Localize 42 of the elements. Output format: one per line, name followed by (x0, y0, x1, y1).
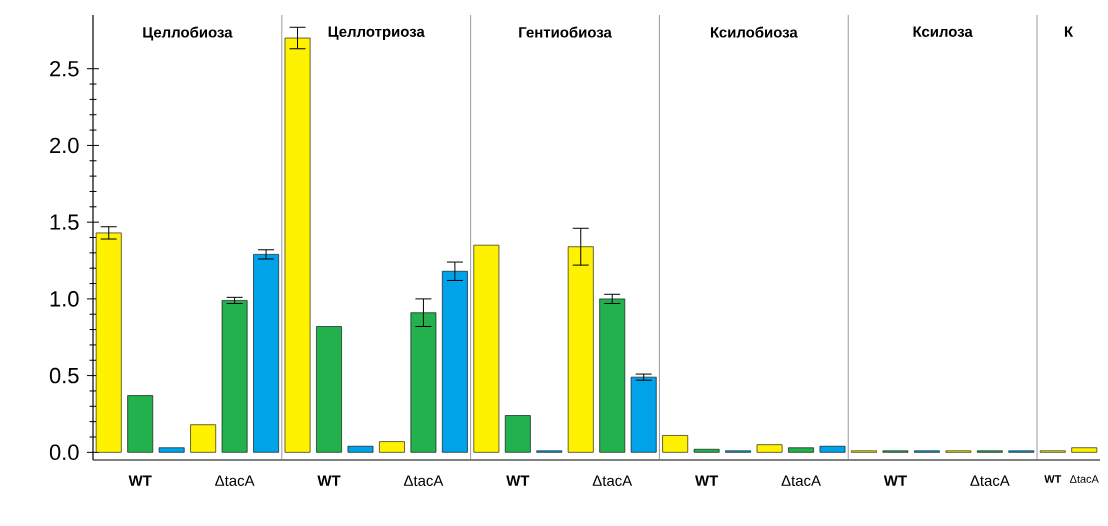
annotation: Гентиобиоза (519, 26, 612, 38)
bar (347, 445, 374, 453)
bar (788, 447, 814, 453)
x-tick-label: ΔtacA (970, 475, 1010, 486)
bar (158, 447, 185, 453)
annotation: К (1064, 26, 1074, 37)
annotation: Целлобиоза (143, 26, 233, 41)
x-tick-label: WT (128, 475, 152, 486)
bar (221, 300, 248, 453)
bar (819, 445, 846, 453)
bar (662, 435, 689, 453)
y-tick-label: 0.5 (49, 367, 79, 384)
bar (630, 376, 657, 453)
y-tick-label: 1.5 (50, 214, 79, 230)
x-tick-label: ΔtacA (1069, 475, 1099, 483)
bar (504, 415, 531, 453)
bar (127, 395, 154, 453)
y-tick-label: 2.0 (50, 137, 79, 154)
y-tick-label: 2.5 (50, 60, 79, 77)
x-tick-label: WT (317, 475, 341, 486)
x-tick-label: WT (695, 475, 719, 486)
bar (756, 444, 783, 453)
y-tick-label: 1.0 (50, 291, 79, 307)
bar (599, 298, 626, 453)
bar (473, 244, 500, 453)
x-tick-label: ΔtacA (215, 475, 255, 486)
annotation: Целлотриоза (328, 26, 425, 40)
bar (190, 424, 217, 453)
bar (693, 448, 720, 453)
x-tick-label: ΔtacA (781, 475, 821, 486)
bar (442, 270, 468, 453)
x-tick-label: ΔtacA (403, 475, 444, 486)
annotation: Ксилобиоза (710, 26, 798, 38)
x-tick-label: ΔtacA (592, 475, 633, 486)
bar (316, 326, 342, 453)
annotation: Ксилоза (913, 26, 973, 37)
x-tick-label: WT (883, 475, 907, 486)
x-tick-label: WT (506, 475, 530, 486)
bar (253, 254, 279, 453)
x-tick-label: WT (1044, 475, 1062, 483)
bar (379, 441, 405, 453)
y-tick-label: 0.0 (49, 444, 79, 461)
